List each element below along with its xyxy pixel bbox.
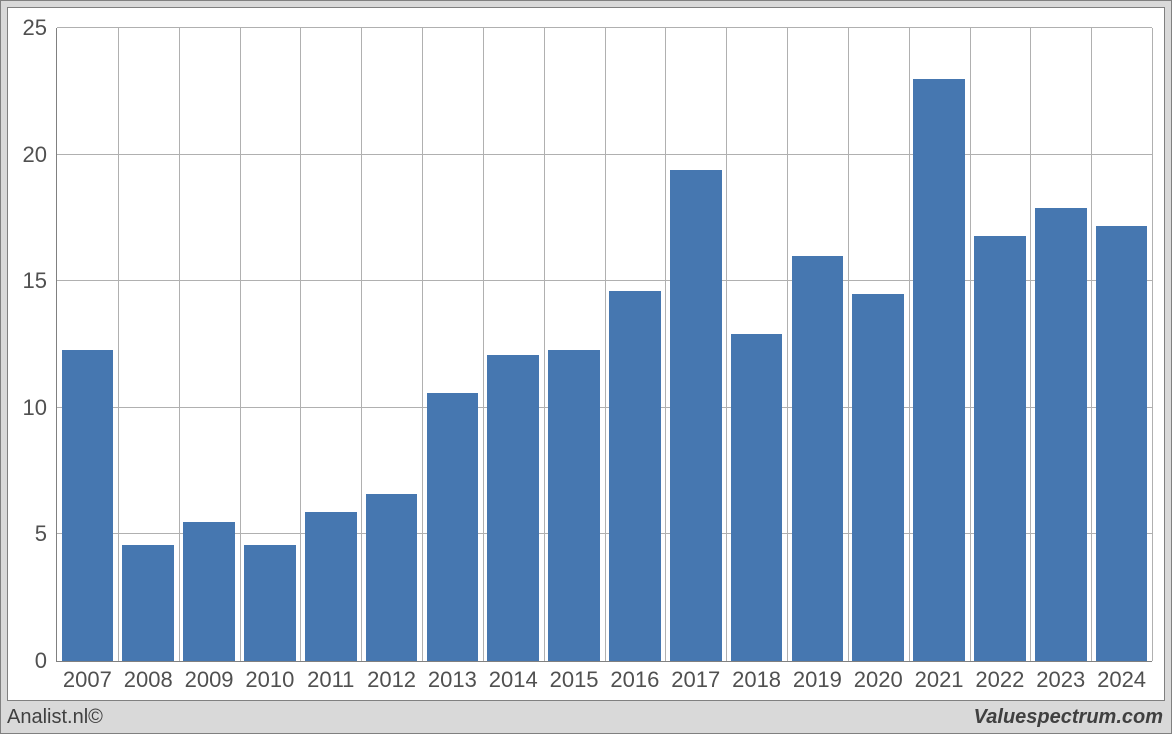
x-tick-label: 2024 xyxy=(1097,661,1146,693)
footer-right-credit: Valuespectrum.com xyxy=(974,706,1163,729)
bar xyxy=(487,355,539,661)
footer-left-credit: Analist.nl© xyxy=(7,706,103,729)
x-tick-label: 2022 xyxy=(975,661,1024,693)
x-tick-label: 2020 xyxy=(854,661,903,693)
gridline-vertical xyxy=(848,28,849,661)
bar xyxy=(974,236,1026,661)
x-tick-label: 2014 xyxy=(489,661,538,693)
plot-area: 0510152025200720082009201020112012201320… xyxy=(56,28,1152,662)
gridline-vertical xyxy=(787,28,788,661)
gridline-vertical xyxy=(300,28,301,661)
y-tick-label: 0 xyxy=(35,648,57,674)
chart-frame: 0 5 10 15 20 25 2007 2008 2009 2010 2011 2012 2013 20… xyxy=(7,7,1165,701)
x-tick-label: 2007 xyxy=(63,661,112,693)
x-tick-label: 2023 xyxy=(1036,661,1085,693)
bar xyxy=(366,494,418,661)
gridline-vertical xyxy=(483,28,484,661)
bar xyxy=(1035,208,1087,661)
bar xyxy=(609,291,661,661)
x-tick-label: 2012 xyxy=(367,661,416,693)
gridline-vertical xyxy=(544,28,545,661)
bar xyxy=(122,545,174,661)
bar xyxy=(913,79,965,661)
gridline-vertical xyxy=(605,28,606,661)
x-tick-label: 2015 xyxy=(550,661,599,693)
gridline-vertical xyxy=(665,28,666,661)
bar xyxy=(183,522,235,661)
y-tick-label: 15 xyxy=(23,268,57,294)
x-tick-label: 2013 xyxy=(428,661,477,693)
x-tick-label: 2008 xyxy=(124,661,173,693)
bar xyxy=(852,294,904,661)
bar xyxy=(548,350,600,661)
gridline-vertical xyxy=(909,28,910,661)
x-tick-label: 2021 xyxy=(915,661,964,693)
gridline-vertical xyxy=(179,28,180,661)
bar xyxy=(305,512,357,661)
bar xyxy=(427,393,479,661)
gridline-vertical xyxy=(1091,28,1092,661)
gridline-vertical xyxy=(726,28,727,661)
bar xyxy=(62,350,114,661)
x-tick-label: 2016 xyxy=(610,661,659,693)
x-tick-label: 2009 xyxy=(185,661,234,693)
gridline-vertical xyxy=(1030,28,1031,661)
x-tick-label: 2017 xyxy=(671,661,720,693)
bar xyxy=(792,256,844,661)
y-tick-label: 25 xyxy=(23,15,57,41)
x-tick-label: 2019 xyxy=(793,661,842,693)
y-tick-label: 5 xyxy=(35,521,57,547)
x-tick-label: 2010 xyxy=(245,661,294,693)
bar xyxy=(244,545,296,661)
y-tick-label: 10 xyxy=(23,395,57,421)
gridline-vertical xyxy=(240,28,241,661)
bar xyxy=(670,170,722,661)
gridline-vertical xyxy=(422,28,423,661)
gridline-vertical xyxy=(1152,28,1153,661)
x-tick-label: 2011 xyxy=(307,661,354,693)
gridline-vertical xyxy=(970,28,971,661)
bar xyxy=(1096,226,1148,662)
y-tick-label: 20 xyxy=(23,142,57,168)
x-tick-label: 2018 xyxy=(732,661,781,693)
bar xyxy=(731,334,783,661)
gridline-vertical xyxy=(361,28,362,661)
gridline-vertical xyxy=(118,28,119,661)
